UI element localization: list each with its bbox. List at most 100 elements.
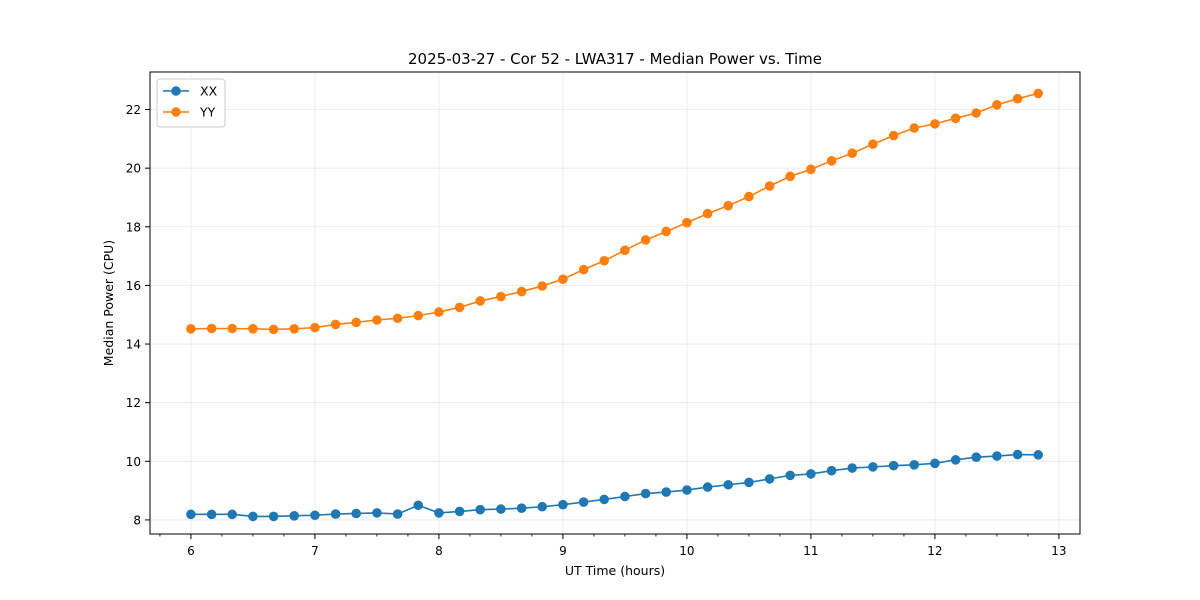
series-yy-point xyxy=(578,264,589,275)
series-yy-point xyxy=(950,113,961,124)
y-tick-label: 10 xyxy=(126,455,141,469)
series-xx-point xyxy=(186,509,196,520)
x-tick-label: 8 xyxy=(435,544,443,558)
x-tick-label: 11 xyxy=(803,544,818,558)
y-tick-label: 18 xyxy=(126,220,141,234)
chart-title: 2025-03-27 - Cor 52 - LWA317 - Median Po… xyxy=(408,50,822,68)
series-xx-point xyxy=(1033,450,1044,460)
series-yy-point xyxy=(661,226,672,237)
series-yy-point xyxy=(351,317,362,328)
x-tick-label: 10 xyxy=(679,544,694,558)
series-xx-point xyxy=(868,462,878,472)
series-yy-point xyxy=(227,323,238,334)
series-yy-point xyxy=(847,148,858,159)
series-yy-point xyxy=(785,171,796,182)
series-xx-point xyxy=(578,497,589,507)
series-xx-point xyxy=(806,469,816,479)
series-yy-point xyxy=(723,200,734,211)
series-yy-point xyxy=(971,108,982,118)
series-xx-point xyxy=(248,511,258,522)
series-yy-point xyxy=(1033,88,1044,99)
legend-xx-label[interactable]: XX xyxy=(200,84,218,99)
series-xx-point xyxy=(992,451,1002,461)
series-xx-point xyxy=(661,487,672,497)
x-tick-label: 7 xyxy=(311,544,319,558)
series-yy-point xyxy=(516,286,527,297)
series-xx-point xyxy=(888,460,899,471)
x-tick-label: 6 xyxy=(187,544,195,558)
series-xx-point xyxy=(413,500,424,511)
legend-yy-marker xyxy=(171,107,181,117)
series-yy-point xyxy=(620,245,630,256)
series-xx-point xyxy=(599,494,610,505)
x-tick-label: 9 xyxy=(559,544,567,558)
series-xx-point xyxy=(723,479,734,490)
y-tick-label: 22 xyxy=(126,103,141,117)
series-yy-point xyxy=(206,323,217,334)
axes: 6 7 8 9 10 11 12 13 8 10 12 14 16 18 20 22 xyxy=(126,103,1067,558)
series-xx-point xyxy=(702,482,713,492)
plot-series xyxy=(186,88,1044,522)
series-yy-point xyxy=(413,310,424,321)
series-yy-point xyxy=(909,123,920,133)
series-xx-point xyxy=(558,499,568,510)
series-yy-point xyxy=(992,100,1002,110)
series-xx-point xyxy=(640,488,651,499)
series-xx-point xyxy=(392,509,403,519)
y-tick-label: 8 xyxy=(133,513,141,527)
series-yy-point xyxy=(186,323,196,334)
series-xx-point xyxy=(744,477,754,488)
legend[interactable]: XX YY xyxy=(156,78,226,128)
series-yy-point xyxy=(764,181,775,191)
series-xx-point xyxy=(206,509,217,520)
series-xx-point xyxy=(372,508,382,518)
series-yy-point xyxy=(289,323,300,334)
series-xx-point xyxy=(620,491,630,502)
series-xx-point xyxy=(950,455,961,465)
legend-yy-label[interactable]: YY xyxy=(199,105,216,120)
series-yy-point xyxy=(496,291,506,302)
series-xx-point xyxy=(826,465,837,476)
series-xx-point xyxy=(930,458,940,469)
y-tick-label: 20 xyxy=(126,162,141,176)
series-yy-point xyxy=(537,281,548,291)
x-axis-label: UT Time (hours) xyxy=(565,563,665,578)
grid xyxy=(150,72,1080,534)
series-xx-point xyxy=(537,501,548,512)
series-yy-point xyxy=(475,296,486,306)
series-xx-point xyxy=(330,509,341,519)
series-yy-point xyxy=(310,322,320,333)
series-xx-point xyxy=(909,460,920,470)
series-yy-point xyxy=(806,164,816,175)
legend-xx-marker xyxy=(171,86,181,96)
series-yy-point xyxy=(599,255,610,266)
series-xx-point xyxy=(310,510,320,521)
series-xx-point xyxy=(434,508,444,518)
series-yy-point xyxy=(330,319,341,330)
series-yy-point xyxy=(434,307,444,317)
x-tick-label: 13 xyxy=(1051,544,1066,558)
series-xx-point xyxy=(516,503,527,514)
series-xx-point xyxy=(682,485,692,495)
series-yy-point xyxy=(392,313,403,324)
y-tick-label: 12 xyxy=(126,396,141,410)
series-yy-point xyxy=(868,139,878,149)
series-yy-point xyxy=(454,302,465,313)
series-yy-point xyxy=(640,235,651,245)
series-yy-point xyxy=(888,130,899,141)
series-xx-point xyxy=(268,511,279,522)
y-tick-label: 14 xyxy=(126,338,141,352)
series-yy-point xyxy=(930,119,940,129)
series-yy-point xyxy=(682,217,692,228)
y-tick-label: 16 xyxy=(126,279,141,293)
series-yy-point xyxy=(372,315,382,325)
plot-frame xyxy=(149,71,1081,535)
y-axis-label: Median Power (CPU) xyxy=(101,240,116,366)
series-yy-point xyxy=(702,208,713,219)
series-xx-point xyxy=(351,508,362,519)
series-yy-point xyxy=(248,323,258,334)
series-xx-point xyxy=(847,463,858,473)
series-xx-point xyxy=(1012,449,1023,460)
series-xx-point xyxy=(971,452,982,462)
